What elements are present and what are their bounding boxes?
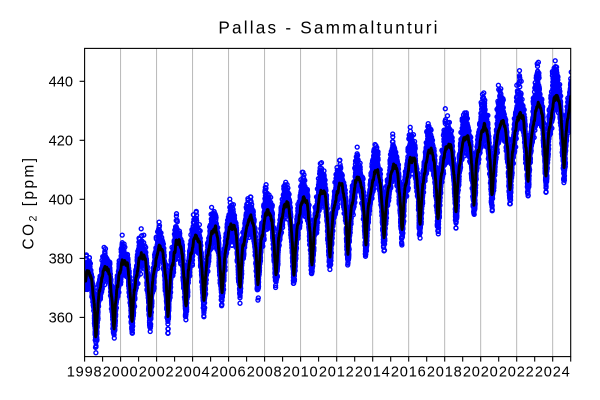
- svg-text:2000: 2000: [103, 365, 139, 381]
- svg-text:380: 380: [49, 252, 73, 268]
- svg-text:2006: 2006: [211, 365, 247, 381]
- svg-text:1998: 1998: [67, 365, 103, 381]
- svg-text:2022: 2022: [499, 365, 535, 381]
- svg-text:2010: 2010: [283, 365, 319, 381]
- svg-text:440: 440: [49, 75, 73, 91]
- svg-text:2014: 2014: [355, 365, 391, 381]
- svg-text:360: 360: [49, 311, 73, 327]
- svg-text:2012: 2012: [319, 365, 355, 381]
- svg-text:420: 420: [49, 134, 73, 150]
- svg-text:400: 400: [49, 193, 73, 209]
- svg-text:CO2 [ppm]: CO2 [ppm]: [21, 156, 40, 250]
- svg-text:2002: 2002: [139, 365, 175, 381]
- svg-text:2016: 2016: [391, 365, 427, 381]
- svg-text:2008: 2008: [247, 365, 283, 381]
- svg-text:Pallas - Sammaltunturi: Pallas - Sammaltunturi: [218, 18, 439, 38]
- svg-text:2020: 2020: [463, 365, 499, 381]
- svg-text:2018: 2018: [427, 365, 463, 381]
- svg-text:2004: 2004: [175, 365, 211, 381]
- svg-text:2024: 2024: [535, 365, 571, 381]
